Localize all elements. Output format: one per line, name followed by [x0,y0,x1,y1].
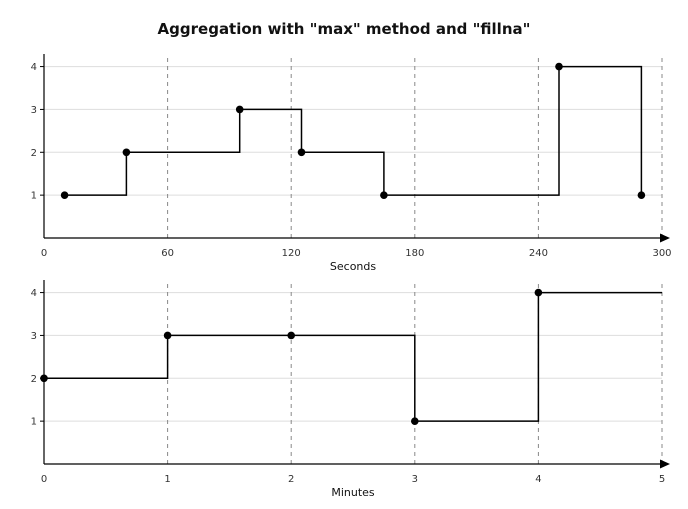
data-point [380,191,388,199]
x-tick-label: 180 [405,248,424,259]
x-axis-arrow [660,233,670,243]
data-point [40,374,48,383]
data-point [534,288,543,297]
x-tick-label: 60 [161,248,174,259]
data-point [287,331,296,340]
data-point [297,148,306,157]
x-axis-label: Minutes [331,486,375,499]
x-tick-label: 5 [659,474,665,485]
x-tick-label: 3 [412,474,418,485]
series-step-line [64,65,643,196]
x-tick-label: 4 [535,474,541,485]
data-point [555,62,563,71]
x-axis-arrow [660,459,670,469]
chart-title: Aggregation with "max" method and "filln… [157,20,531,38]
y-tick-label: 1 [31,191,37,202]
y-tick-label: 1 [31,417,37,428]
series-step-line [44,291,662,422]
data-point [411,417,419,425]
y-tick-label: 4 [31,288,37,299]
subplot-1: 1 2 3 4 0 60 120 180 240 300 Seconds [31,54,672,273]
y-tick-label: 2 [31,374,37,385]
x-tick-label: 240 [529,248,548,259]
data-point [637,191,646,199]
x-tick-label: 1 [164,474,170,485]
x-axis-label: Seconds [330,260,376,273]
subplot-2: 1 2 3 4 0 1 2 3 4 5 Minutes [31,280,670,499]
y-tick-label: 3 [31,331,37,342]
y-tick-label: 4 [31,62,37,73]
data-point [122,148,131,157]
x-tick-label: 2 [288,474,294,485]
x-tick-label: 0 [41,474,47,485]
data-point [60,191,69,199]
x-tick-label: 0 [41,248,47,259]
data-point [163,331,172,340]
y-tick-label: 2 [31,148,37,159]
x-tick-label: 120 [282,248,301,259]
data-point [235,105,244,114]
x-tick-label: 300 [652,248,671,259]
y-tick-label: 3 [31,105,37,116]
